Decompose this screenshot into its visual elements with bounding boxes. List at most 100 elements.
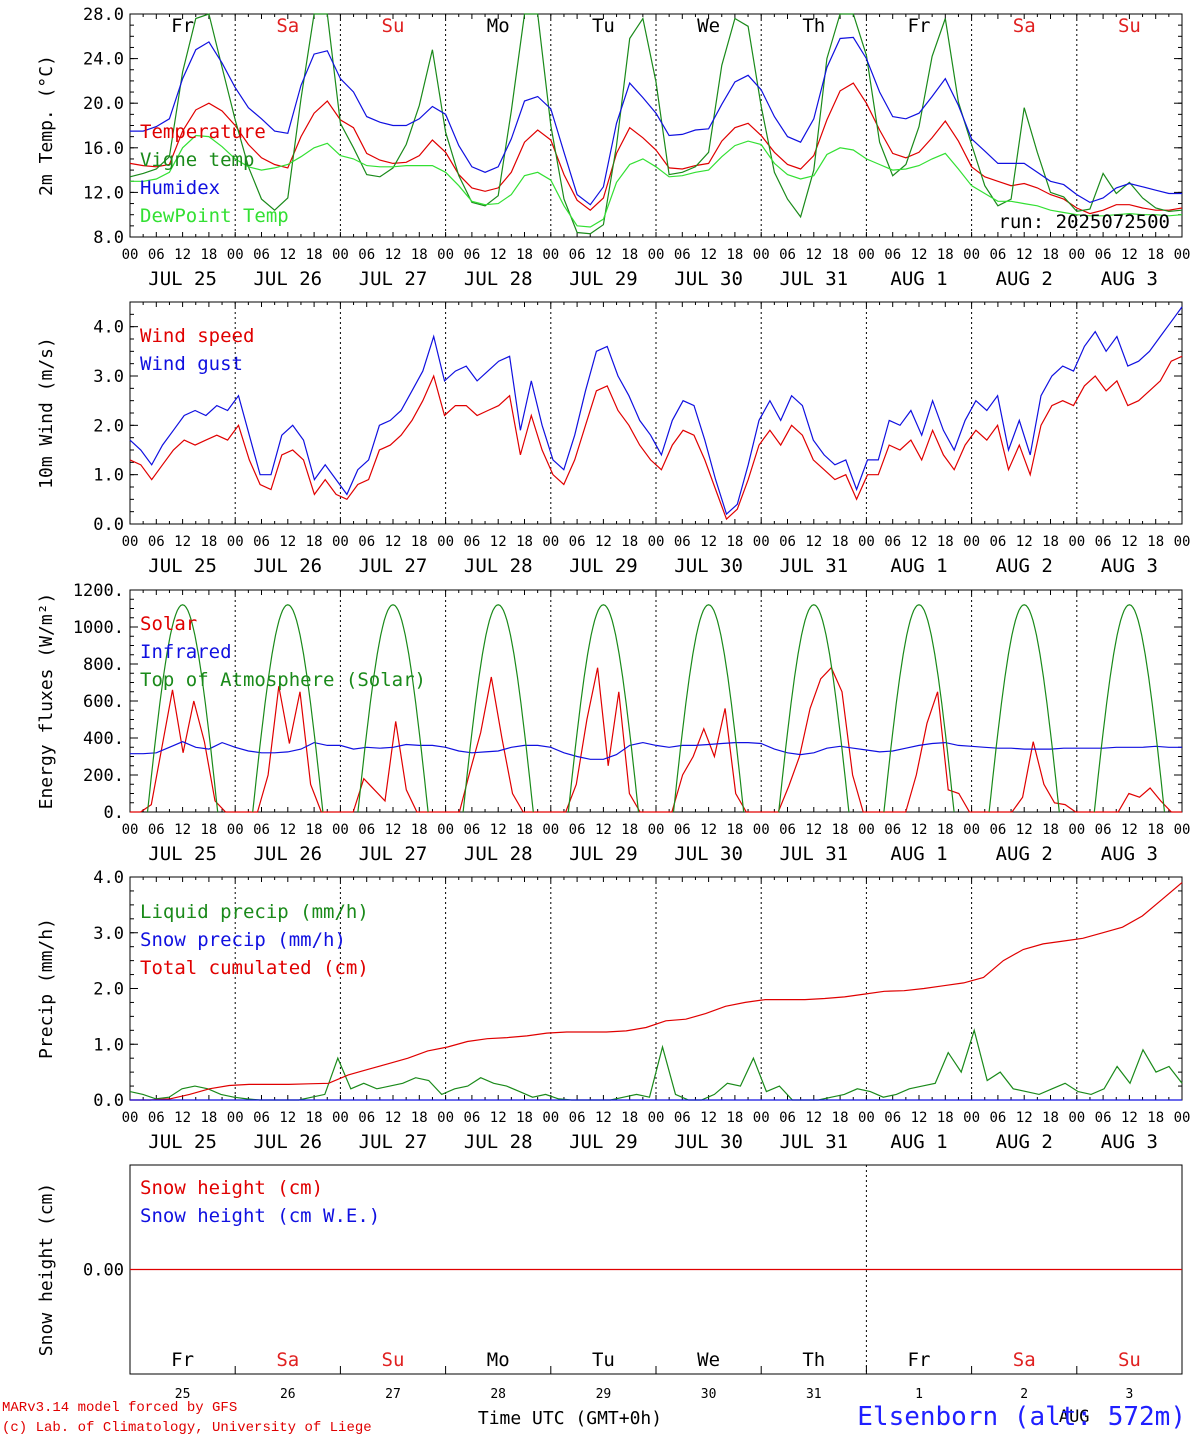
x-hour-label: 12 (595, 247, 612, 263)
weekday-label: Su (382, 1349, 405, 1371)
weekday-label: Fr (171, 15, 194, 37)
x-hour-label: 12 (1121, 247, 1138, 263)
x-hour-label: 06 (674, 822, 691, 838)
x-hour-label: 18 (937, 247, 954, 263)
x-hour-label: 00 (858, 534, 875, 550)
x-hour-label: 12 (279, 1110, 296, 1126)
x-hour-label: 12 (1016, 822, 1033, 838)
x-hour-label: 18 (516, 1110, 533, 1126)
x-hour-label: 00 (542, 1110, 559, 1126)
x-date-label: AUG 2 (996, 268, 1053, 290)
y-tick-label: 28.0 (83, 5, 124, 25)
x-hour-label: 06 (884, 534, 901, 550)
x-hour-label: 06 (358, 247, 375, 263)
weekday-label: Sa (1013, 1349, 1036, 1371)
x-hour-label: 18 (726, 1110, 743, 1126)
x-hour-label: 00 (1174, 247, 1191, 263)
toa-curve (1093, 604, 1166, 813)
x-hour-label: 00 (122, 1110, 139, 1126)
x-hour-label: 12 (174, 822, 191, 838)
series-line (130, 36, 1182, 206)
x-hour-label: 12 (1121, 822, 1138, 838)
day-number-label: 2 (1020, 1387, 1028, 1402)
legend-entry: Wind gust (140, 353, 243, 375)
x-hour-label: 12 (1016, 534, 1033, 550)
panel-3: 0. 200. 400. 600. 800. 1000. 1200. Energy fluxe… (36, 581, 1190, 865)
run-label: run: 2025072500 (998, 211, 1170, 233)
x-date-label: JUL 28 (464, 268, 533, 290)
y-tick-label: 3.0 (93, 924, 124, 944)
x-hour-label: 12 (805, 822, 822, 838)
x-date-label: JUL 27 (359, 843, 428, 865)
legend-entry: Top of Atmosphere (Solar) (140, 669, 426, 691)
x-date-label: JUL 29 (569, 555, 638, 577)
y-tick-label: 24.0 (83, 50, 124, 70)
day-number-label: 30 (701, 1387, 717, 1402)
x-date-label: JUL 30 (674, 1131, 743, 1153)
x-hour-label: 06 (1095, 822, 1112, 838)
x-hour-label: 00 (122, 822, 139, 838)
x-hour-label: 06 (779, 1110, 796, 1126)
x-hour-label: 12 (700, 247, 717, 263)
weekday-label: Sa (1013, 15, 1036, 37)
x-hour-label: 00 (332, 822, 349, 838)
x-hour-label: 18 (411, 247, 428, 263)
x-date-label: JUL 27 (359, 268, 428, 290)
x-date-label: JUL 26 (253, 1131, 322, 1153)
x-hour-label: 06 (253, 247, 270, 263)
x-hour-label: 06 (884, 247, 901, 263)
x-date-label: JUL 25 (148, 843, 217, 865)
x-hour-label: 00 (753, 1110, 770, 1126)
day-number-label: 1 (915, 1387, 923, 1402)
x-hour-label: 00 (963, 822, 980, 838)
y-tick-label: 600. (83, 692, 124, 712)
x-hour-label: 12 (174, 247, 191, 263)
x-hour-label: 00 (1068, 822, 1085, 838)
x-hour-label: 18 (516, 822, 533, 838)
legend-entry: Snow height (cm) (140, 1177, 323, 1199)
x-hour-label: 00 (858, 1110, 875, 1126)
y-tick-label: 16.0 (83, 139, 124, 159)
x-hour-label: 12 (911, 247, 928, 263)
x-hour-label: 06 (779, 534, 796, 550)
x-date-label: AUG 1 (890, 555, 947, 577)
x-hour-label: 06 (569, 534, 586, 550)
weekday-label: Mo (487, 15, 510, 37)
x-date-label: JUL 31 (779, 843, 848, 865)
x-hour-label: 12 (279, 534, 296, 550)
x-date-label: JUL 26 (253, 268, 322, 290)
x-hour-label: 12 (700, 822, 717, 838)
x-hour-label: 18 (621, 534, 638, 550)
x-hour-label: 18 (937, 534, 954, 550)
x-hour-label: 00 (227, 1110, 244, 1126)
x-date-label: AUG 2 (996, 843, 1053, 865)
month-label: AUG (1059, 1407, 1090, 1427)
x-hour-label: 18 (1147, 534, 1164, 550)
y-tick-label: 8.0 (93, 228, 124, 248)
x-date-label: JUL 27 (359, 1131, 428, 1153)
day-number-label: 29 (596, 1387, 612, 1402)
x-hour-label: 12 (700, 1110, 717, 1126)
toa-curve (146, 604, 219, 813)
x-hour-label: 06 (989, 1110, 1006, 1126)
y-tick-label: 4.0 (93, 318, 124, 338)
x-hour-label: 12 (805, 247, 822, 263)
x-hour-label: 06 (358, 534, 375, 550)
x-date-label: AUG 3 (1101, 555, 1158, 577)
x-hour-label: 18 (726, 822, 743, 838)
y-tick-label: 200. (83, 766, 124, 786)
x-date-label: AUG 3 (1101, 1131, 1158, 1153)
weekday-label: Th (802, 15, 825, 37)
y-axis-label: Energy fluxes (W/m²) (36, 593, 57, 810)
x-date-label: JUL 28 (464, 843, 533, 865)
legend-entry: Snow height (cm W.E.) (140, 1205, 380, 1227)
x-hour-label: 18 (621, 247, 638, 263)
x-hour-label: 00 (1174, 534, 1191, 550)
x-hour-label: 12 (385, 247, 402, 263)
x-hour-label: 00 (437, 822, 454, 838)
y-tick-label: 2.0 (93, 416, 124, 436)
x-hour-label: 06 (779, 247, 796, 263)
y-tick-label: 1.0 (93, 466, 124, 486)
x-hour-label: 18 (1042, 1110, 1059, 1126)
x-hour-label: 00 (753, 822, 770, 838)
